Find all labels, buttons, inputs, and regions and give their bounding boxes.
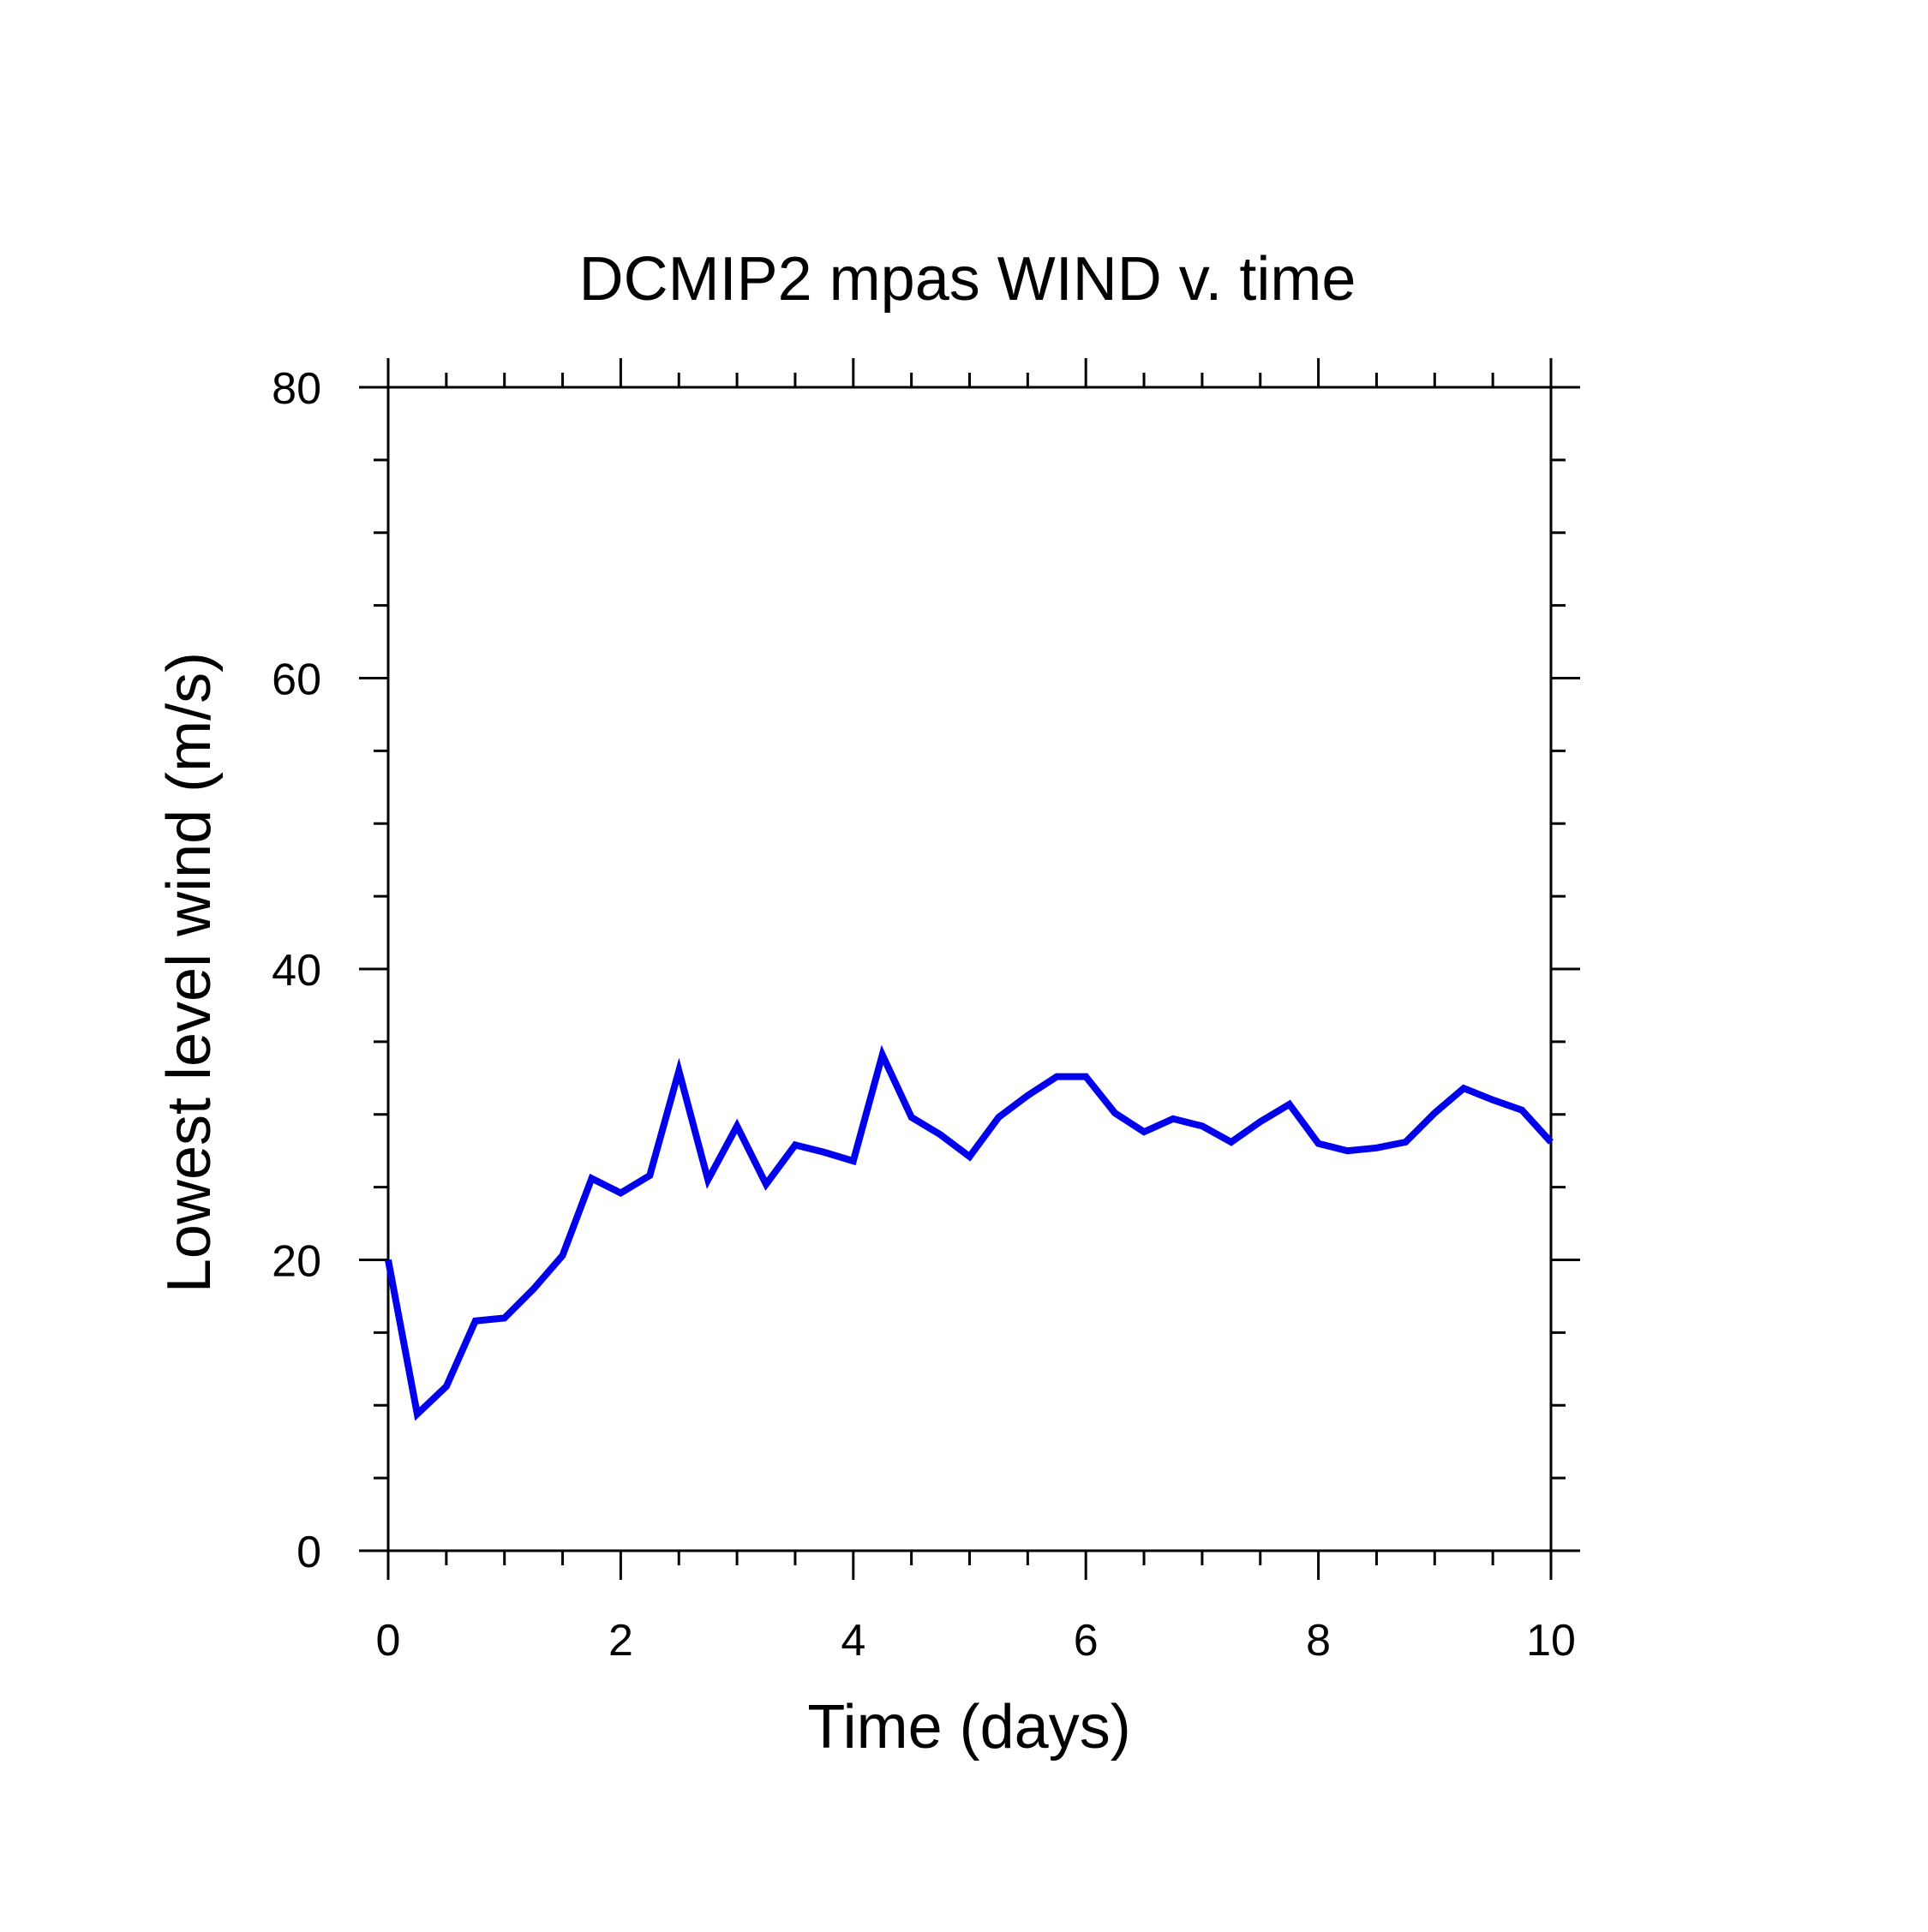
y-tick-label: 80	[272, 364, 321, 414]
plot-frame	[386, 386, 1553, 1552]
series-line	[385, 1044, 1554, 1421]
chart-title: DCMIP2 mpas WIND v. time	[579, 245, 1356, 314]
series-group	[385, 1044, 1554, 1421]
x-tick-labels: 0 2 4 6 8 10	[376, 1616, 1576, 1666]
y-tick-label: 40	[272, 946, 321, 996]
x-axis-label: Time (days)	[807, 1693, 1130, 1762]
y-tick-labels: 0 20 40 60 80	[272, 364, 321, 1577]
y-tick-label: 60	[272, 655, 321, 705]
y-tick-label: 0	[296, 1528, 321, 1577]
x-tick-label: 0	[376, 1616, 401, 1666]
x-tick-label: 4	[841, 1616, 865, 1666]
minor-ticks	[374, 373, 1566, 1565]
x-tick-label: 2	[608, 1616, 633, 1666]
x-tick-label: 10	[1526, 1616, 1576, 1666]
major-ticks	[359, 358, 1580, 1580]
y-tick-label: 20	[272, 1237, 321, 1287]
y-axis-label: Lowest level wind (m/s)	[155, 652, 224, 1293]
x-tick-label: 8	[1306, 1616, 1331, 1666]
x-tick-label: 6	[1074, 1616, 1099, 1666]
